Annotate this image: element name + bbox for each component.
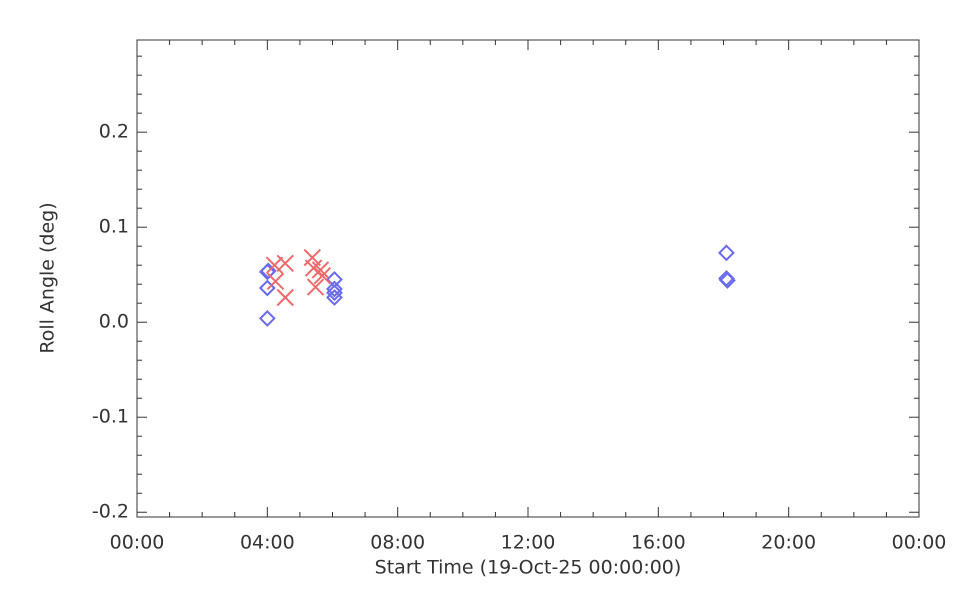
data-point: [258, 279, 276, 297]
y-axis-label: Roll Angle (deg): [37, 202, 59, 353]
x-tick-label: 08:00: [370, 532, 425, 554]
data-point: [266, 272, 285, 291]
data-point: [313, 266, 332, 285]
data-point: [276, 288, 294, 307]
data-point: [326, 289, 343, 306]
data-point: [276, 254, 294, 273]
data-point: [718, 244, 735, 262]
data-point: [259, 262, 277, 280]
data-point: [306, 278, 325, 296]
y-tick-label: 0.2: [99, 121, 129, 143]
data-point: [326, 280, 343, 298]
data-point: [326, 284, 343, 302]
y-tick-label: 0.0: [99, 311, 129, 333]
x-tick-label: 00:00: [892, 532, 947, 554]
y-tick-label: 0.1: [99, 216, 129, 238]
data-point: [311, 261, 330, 279]
x-tick-label: 16:00: [631, 532, 686, 554]
data-point: [718, 271, 736, 289]
x-tick-label: 04:00: [240, 532, 295, 554]
x-tick-label: 00:00: [110, 532, 165, 554]
x-tick-label: 12:00: [501, 532, 556, 554]
data-point: [265, 256, 284, 274]
data-point: [258, 309, 276, 327]
plot-frame: [136, 39, 920, 518]
y-tick-label: -0.2: [92, 501, 129, 523]
x-tick-label: 20:00: [761, 532, 816, 554]
x-axis-label: Start Time (19-Oct-25 00:00:00): [375, 557, 682, 579]
y-tick-label: -0.1: [92, 406, 129, 428]
